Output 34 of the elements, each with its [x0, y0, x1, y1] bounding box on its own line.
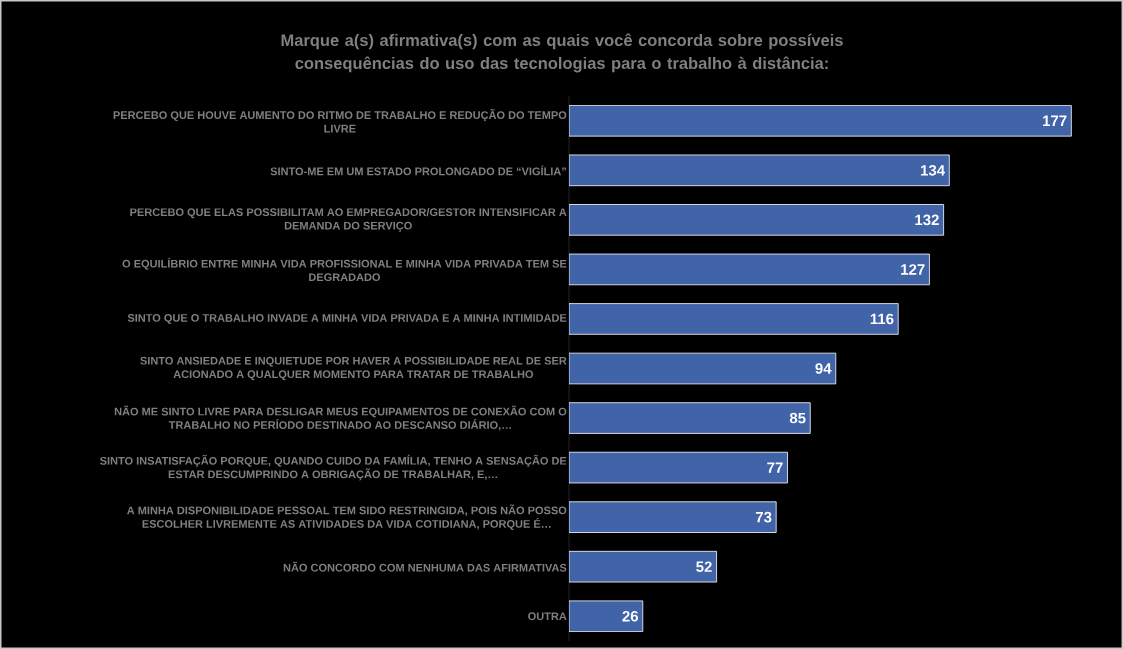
bar — [569, 105, 1072, 137]
y-tick-label: PERCEBO QUE HOUVE AUMENTO DO RITMO DE TRABALHO E REDUÇÃO DO TEMPO LIVRE — [113, 109, 567, 133]
data-label: 73 — [755, 511, 772, 523]
data-label: 132 — [915, 214, 939, 226]
bar — [569, 402, 811, 434]
data-label: 134 — [921, 165, 946, 176]
data-label: 77 — [767, 462, 783, 473]
bar — [569, 352, 837, 385]
y-tick-label: A MINHA DISPONIBILIDADE PESSOAL TEM SIDO RESTRINGIDA, POIS NÃO POSSO ESCOLHER LIVREMENTE AS ATIVIDADES DA VIDA COTIDIANA, PORQUE É… — [127, 504, 567, 530]
y-tick-label: O EQUILÍBRIO ENTRE MINHA VIDA PROFISSIONAL E MINHA VIDA PRIVADA TEM SE DEGRADADO — [122, 257, 567, 282]
data-label: 116 — [870, 313, 894, 325]
chart-title: Marque a(s) afirmativa(s) com as quais você concorda sobre possíveis consequências do uso das tecnologias para o trabalho à distância: — [281, 33, 843, 73]
y-tick-label: SINTO QUE O TRABALHO INVADE A MINHA VIDA PRIVADA E A MINHA INTIMIDADE — [127, 314, 567, 324]
data-label: 26 — [622, 610, 639, 622]
y-tick-label: SINTO-ME EM UM ESTADO PROLONGADO DE “VIGÍLIA” — [270, 165, 566, 176]
data-label: 127 — [901, 264, 925, 275]
y-tick-label: NÃO CONCORDO COM NENHUMA DAS AFIRMATIVAS — [283, 561, 567, 572]
bar — [569, 600, 644, 632]
y-tick-label: NÃO ME SINTO LIVRE PARA DESLIGAR MEUS EQUIPAMENTOS DE CONEXÃO COM O TRABALHO NO PERÍODO DESTINADO AO DESCANSO DIÁRIO,… — [114, 405, 567, 431]
data-label: 94 — [815, 363, 832, 374]
data-label: 85 — [789, 412, 806, 424]
y-tick-label: OUTRA — [528, 612, 567, 621]
y-tick-label: SINTO ANSIEDADE E INQUIETUDE POR HAVER A POSSIBILIDADE REAL DE SER ACIONADO A QUALQUER MOMENTO PARA TRATAR DE TRABALHO — [140, 356, 567, 381]
bar — [569, 154, 950, 187]
y-tick-label: SINTO INSATISFAÇÃO PORQUE, QUANDO CUIDO DA FAMÍLIA, TENHO A SENSAÇÃO DE ESTAR DESCUMPRINDO A OBRIGAÇÃO DE TRABALHAR, E,… — [99, 454, 567, 481]
bar — [569, 451, 788, 484]
bar — [569, 303, 899, 335]
bar — [569, 550, 717, 583]
bar — [569, 253, 930, 286]
data-label: 52 — [696, 561, 712, 572]
bar — [569, 501, 777, 533]
data-label: 177 — [1043, 115, 1067, 126]
bar — [569, 204, 945, 236]
y-tick-label: PERCEBO QUE ELAS POSSIBILITAM AO EMPREGADOR/GESTOR INTENSIFICAR A DEMANDA DO SERVIÇO — [130, 207, 567, 232]
